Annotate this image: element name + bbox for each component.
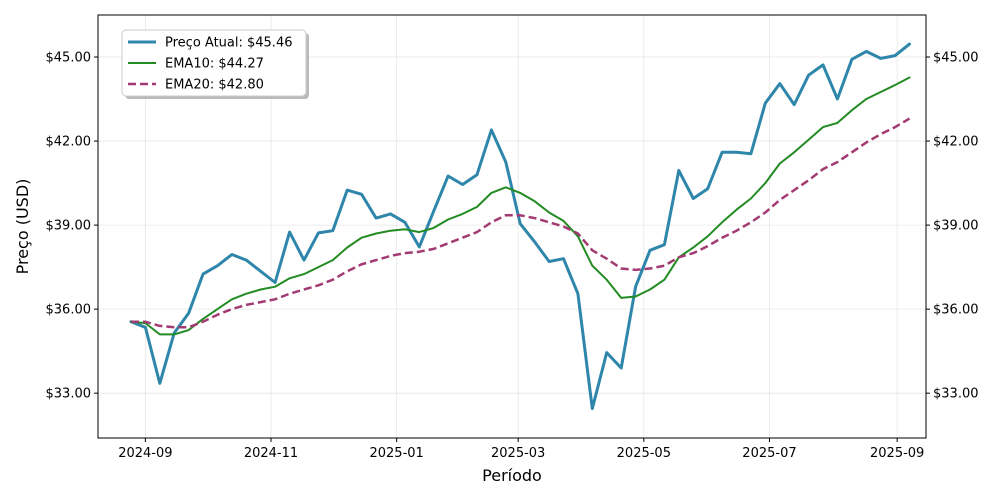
legend-box — [121, 29, 307, 97]
grid-lines — [98, 15, 926, 438]
y-axis-title: Preço (USD) — [13, 179, 32, 275]
series-line-0 — [129, 42, 911, 411]
x-tick-label: 2024-09 — [118, 446, 172, 461]
right-y-tick-label: $45.00 — [933, 51, 979, 66]
y-tick-label: $33.00 — [46, 387, 92, 402]
legend-label-0: Preço Atual: $45.46 — [165, 36, 292, 51]
right-y-tick-label: $42.00 — [933, 135, 979, 150]
y-tick-label: $39.00 — [46, 219, 92, 234]
y-tick-label: $42.00 — [46, 135, 92, 150]
legend-label-2: EMA20: $42.80 — [165, 78, 264, 93]
series-layer — [129, 42, 911, 411]
series-line-1 — [130, 76, 911, 336]
x-tick-label: 2025-03 — [491, 446, 545, 461]
x-tick-label: 2025-07 — [742, 446, 796, 461]
series-line-2 — [131, 117, 911, 329]
x-tick-label: 2025-05 — [617, 446, 671, 461]
right-y-tick-label: $33.00 — [933, 387, 979, 402]
plot-frame — [97, 14, 927, 439]
x-tick-label: 2024-11 — [244, 446, 298, 461]
y-tick-label: $45.00 — [46, 51, 92, 66]
y-tick-label: $36.00 — [46, 303, 92, 318]
legend-label-1: EMA10: $44.27 — [165, 57, 264, 72]
axes: $33.00 $33.00 $36.00 $36.00 $39.00 $39.00 $42.… — [46, 51, 979, 461]
x-tick-label: 2025-01 — [369, 446, 423, 461]
x-axis-title: Período — [482, 466, 542, 485]
x-tick-label: 2025-09 — [870, 446, 924, 461]
legend: Preço Atual: $45.46 EMA10: $44.27 EMA20: $… — [121, 29, 309, 99]
right-y-tick-label: $36.00 — [933, 303, 979, 318]
right-y-tick-label: $39.00 — [933, 219, 979, 234]
